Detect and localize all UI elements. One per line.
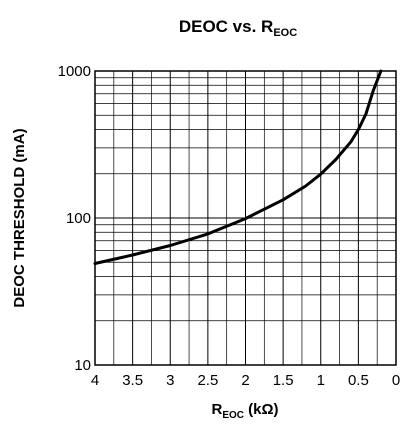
chart-title-main: DEOC vs. R [179,17,273,36]
x-tick-label: 3 [166,372,174,389]
x-axis-label-subscript: EOC [222,410,244,421]
x-tick-label: 1.5 [273,372,294,389]
x-tick-labels: 4 3.5 3 2.5 2 1.5 1 0.5 0 [91,372,400,389]
y-tick-label: 1000 [58,63,91,80]
y-axis-label: DEOC THRESHOLD (mA) [11,128,28,307]
x-tick-label: 2.5 [197,372,218,389]
x-tick-label: 1 [317,372,325,389]
x-tick-label: 3.5 [122,372,143,389]
x-tick-label: 4 [91,372,99,389]
x-tick-label: 0 [392,372,400,389]
series-line [93,69,383,265]
x-axis-label-main: R [211,401,222,418]
y-tick-label: 10 [74,357,91,374]
chart-title: DEOC vs. REOC [179,17,297,39]
x-tick-label: 2 [241,372,249,389]
x-axis-label-unit: (kΩ) [244,401,279,418]
x-tick-label: 0.5 [348,372,369,389]
chart-title-subscript: EOC [273,27,297,39]
y-tick-label: 100 [66,210,91,227]
y-tick-labels: 1000 100 10 [58,63,91,374]
x-axis-label: REOC (kΩ) [211,401,278,421]
plot-frame [94,70,397,366]
